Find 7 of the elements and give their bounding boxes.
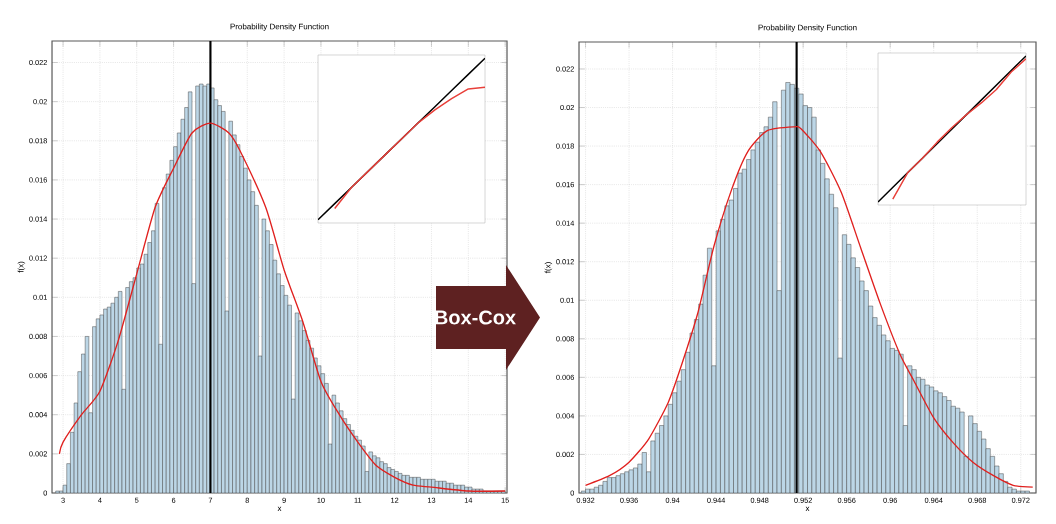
annotation: Box-Cox	[435, 310, 516, 325]
y-axis-title: f(x)	[544, 262, 553, 274]
x-axis-title: x	[277, 506, 282, 511]
x-axis-title: x	[805, 506, 810, 511]
y-axis-title: f(x)	[17, 261, 26, 273]
chart-title: Probability Density Function	[758, 24, 857, 32]
chart-title: Probability Density Function	[230, 23, 329, 31]
